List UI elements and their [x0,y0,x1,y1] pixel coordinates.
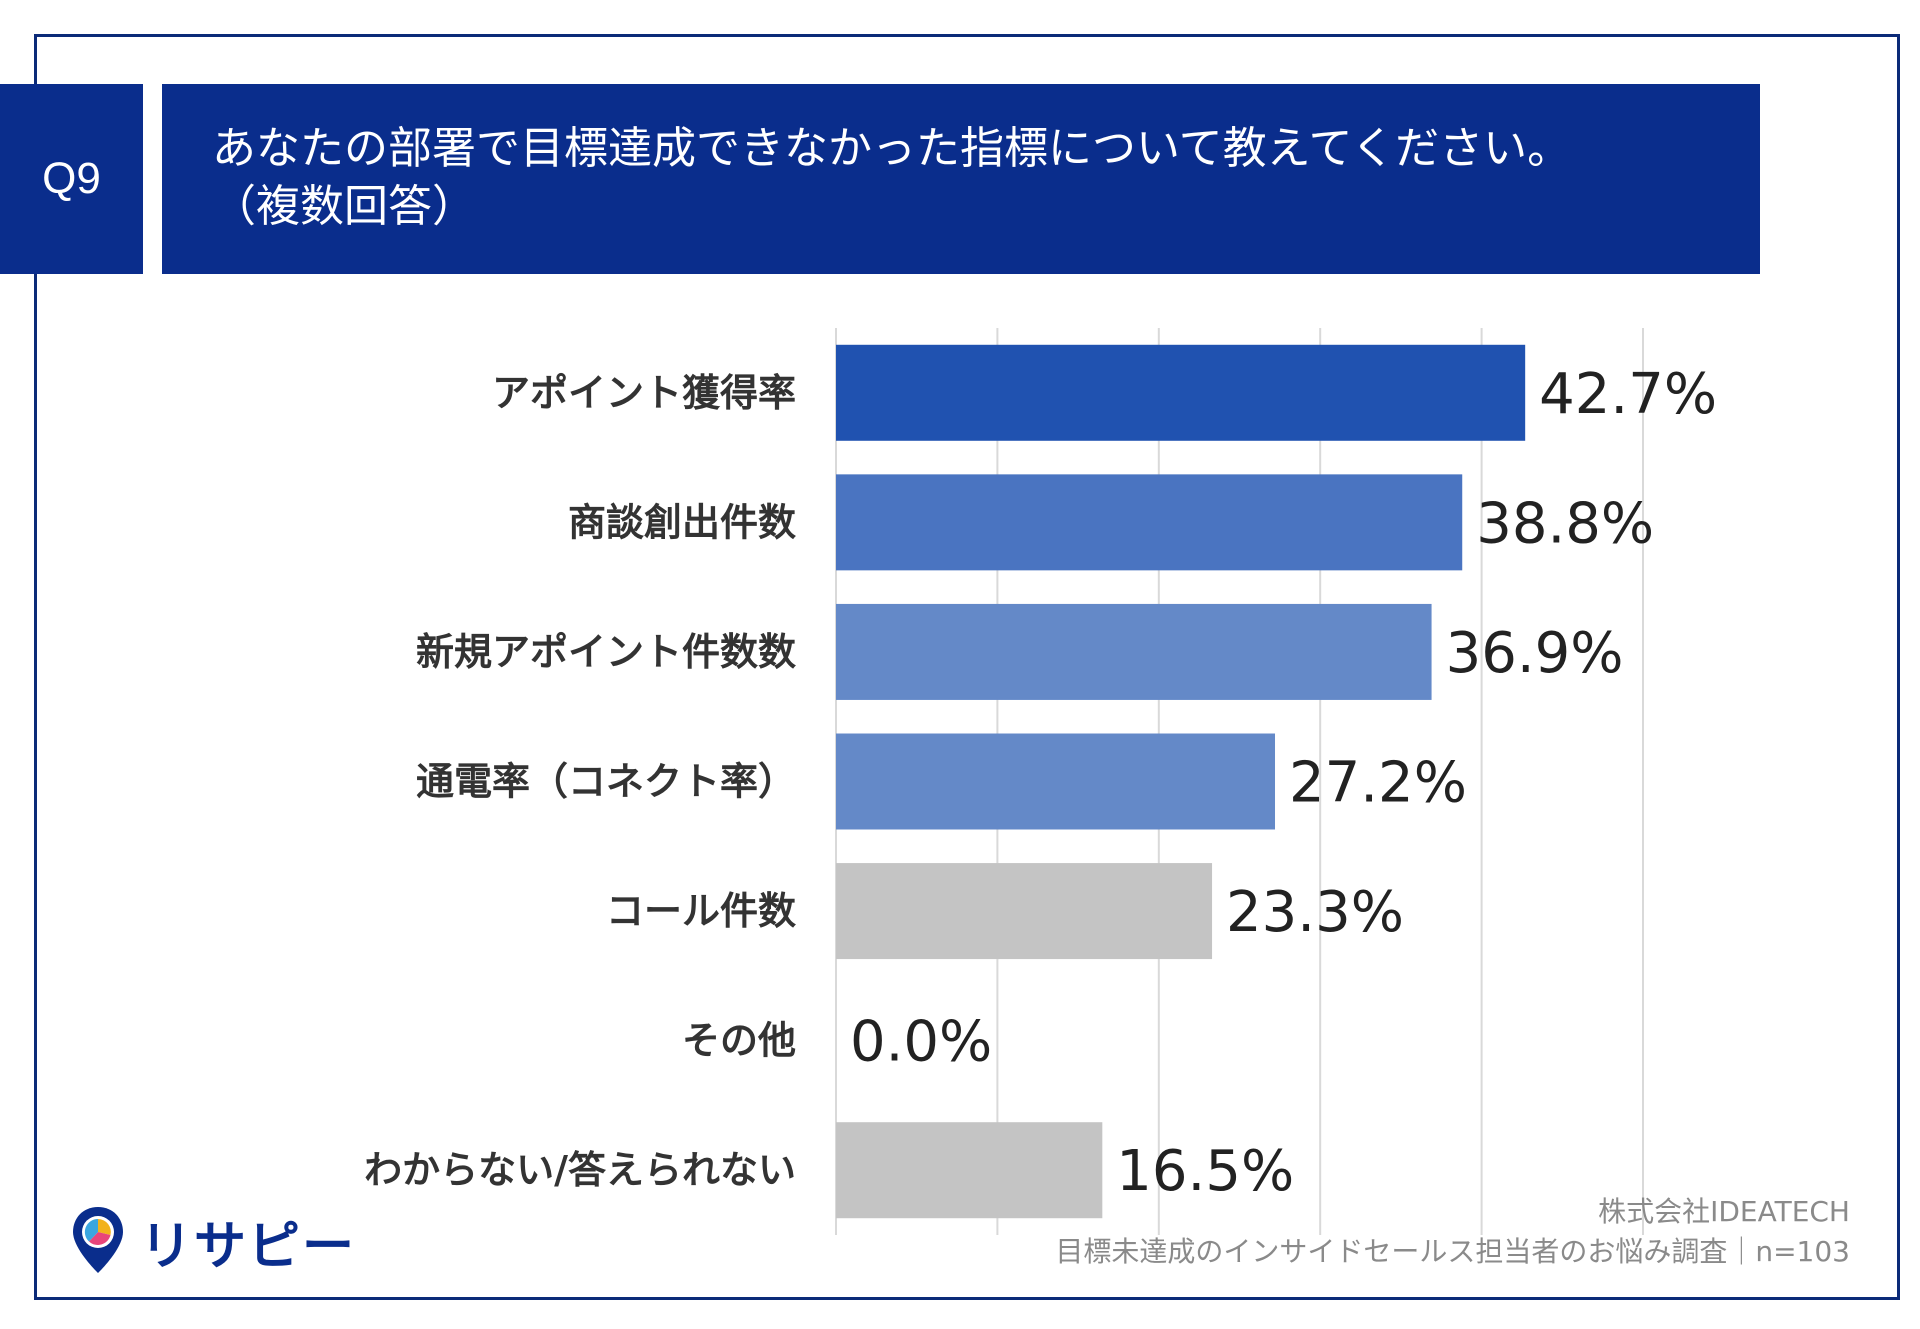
footer-source: 株式会社IDEATECH 目標未達成のインサイドセールス担当者のお悩み調査｜n=… [1055,1192,1850,1272]
outer-frame [34,34,1900,1300]
question-title-box: あなたの部署で目標達成できなかった指標について教えてください。 （複数回答） [162,84,1760,274]
category-label: 新規アポイント件数数 [416,630,796,674]
question-title-line2: （複数回答） [212,181,476,232]
value-label: 27.2% [1289,751,1467,816]
bars [836,344,1526,1219]
category-label: わからない/答えられない [364,1148,796,1192]
question-title-line1: あなたの部署で目標達成できなかった指標について教えてください。 [212,123,1572,174]
category-label: アポイント獲得率 [492,371,796,415]
value-label: 36.9% [1446,621,1624,686]
logo-text: リサピー [140,1216,357,1277]
value-label: 42.7% [1539,362,1717,427]
value-label: 23.3% [1226,880,1404,945]
bar [836,344,1526,441]
value-label: 38.8% [1476,491,1654,556]
bar [836,863,1213,960]
category-label: コール件数 [606,889,796,933]
map-pin-pie-icon [73,1207,123,1273]
category-label: 通電率（コネクト率） [416,760,796,804]
category-label: その他 [682,1019,796,1063]
value-label: 16.5% [1116,1139,1294,1204]
value-label: 0.0% [850,1010,992,1075]
question-number: Q9 [42,154,101,203]
value-labels: 42.7% 38.8% 36.9% 27.2% 23.3% 0.0% 16.5% [850,362,1717,1204]
risapy-logo: リサピー [70,1205,356,1277]
footer-survey: 目標未達成のインサイドセールス担当者のお悩み調査｜n=103 [1055,1235,1850,1268]
bar [836,603,1432,700]
footer-company: 株式会社IDEATECH [1598,1195,1850,1228]
bar [836,474,1463,571]
bar [836,733,1276,830]
question-number-badge: Q9 [0,84,143,274]
bar [836,1122,1103,1219]
category-label: 商談創出件数 [568,500,796,544]
